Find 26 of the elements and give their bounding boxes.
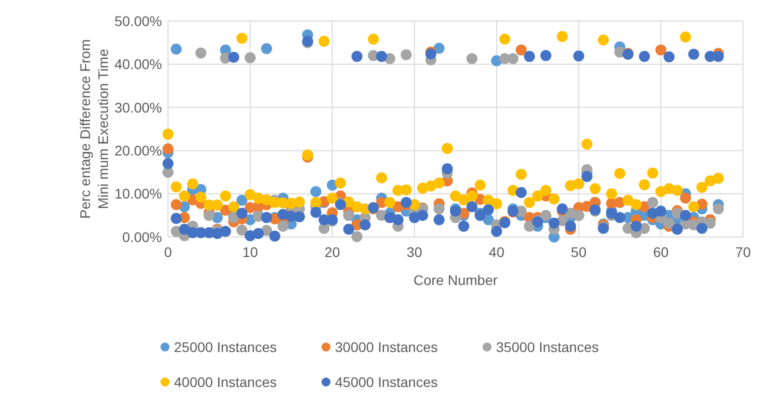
y-tick-label: 40.00% — [114, 56, 162, 72]
point — [261, 43, 272, 54]
legend-label: 25000 Instances — [174, 338, 277, 355]
legend-label: 35000 Instances — [496, 338, 599, 355]
x-tick-label: 30 — [406, 244, 422, 260]
y-axis-title: Perc entage Difference From Mini mum Execution Time — [77, 39, 111, 219]
x-tick-label: 0 — [164, 244, 172, 260]
x-tick-label: 50 — [570, 244, 587, 260]
x-tick-label: 40 — [488, 244, 505, 260]
legend-label: 30000 Instances — [335, 338, 438, 355]
y-tick-label: 30.00% — [114, 99, 162, 116]
legend-label: 40000 Instances — [174, 374, 277, 390]
point — [434, 42, 445, 54]
y-tick-label: 50.00% — [114, 12, 162, 29]
point — [170, 44, 182, 55]
x-tick-label: 20 — [324, 244, 340, 260]
point — [310, 186, 322, 198]
y-tick-label: 10.00% — [114, 186, 162, 202]
y-tick-label: 0.00% — [122, 228, 162, 245]
x-tick-label: 60 — [653, 244, 669, 260]
y-tick-label: 20.00% — [114, 142, 162, 158]
point — [236, 194, 248, 206]
legend-label: 45000 Instances — [335, 374, 438, 390]
x-axis-title: Core Number — [413, 272, 498, 288]
x-tick-label: 10 — [242, 244, 258, 260]
x-tick-label: 70 — [735, 244, 751, 260]
